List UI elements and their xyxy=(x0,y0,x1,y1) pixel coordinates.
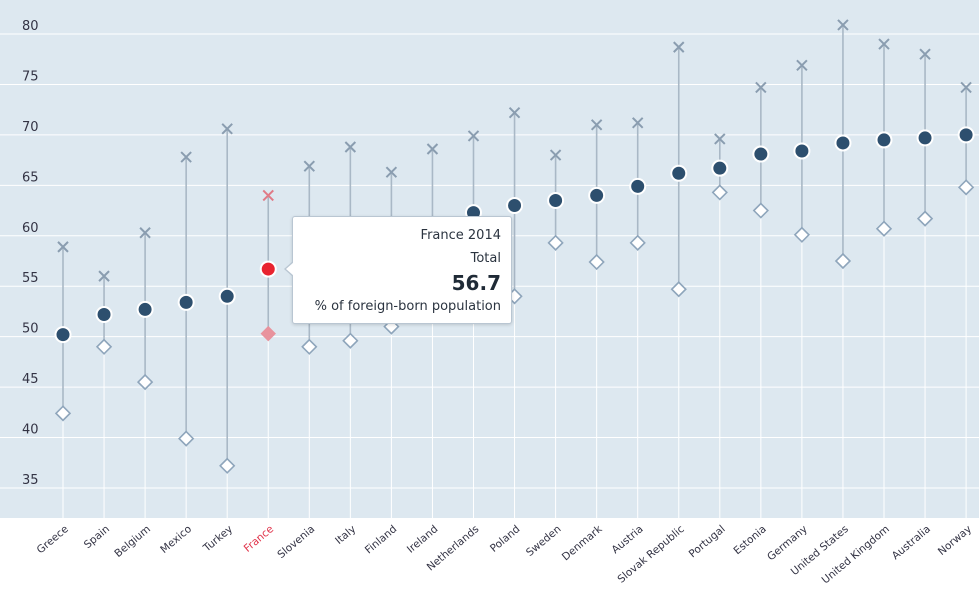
tooltip-value: 56.7 xyxy=(451,271,501,295)
total-marker-united-kingdom[interactable] xyxy=(875,131,893,149)
min-marker-norway[interactable] xyxy=(957,179,975,196)
x-tick-label-ireland: Ireland xyxy=(405,523,441,556)
y-tick-label: 80 xyxy=(22,19,39,34)
max-marker-austria[interactable] xyxy=(631,117,644,129)
total-marker-spain[interactable] xyxy=(95,305,113,323)
y-tick-label: 45 xyxy=(22,372,39,387)
tooltip: France 2014 Total 56.7 % of foreign-born… xyxy=(284,216,512,324)
min-marker-germany[interactable] xyxy=(793,226,811,243)
y-tick-label: 55 xyxy=(22,271,39,286)
y-tick-label: 60 xyxy=(22,221,39,236)
min-marker-united-kingdom[interactable] xyxy=(875,220,893,237)
x-tick-label-estonia: Estonia xyxy=(731,523,768,557)
max-marker-sweden[interactable] xyxy=(549,149,562,161)
max-marker-estonia[interactable] xyxy=(755,81,767,94)
max-marker-belgium[interactable] xyxy=(139,227,151,239)
x-tick-label-finland: Finland xyxy=(363,523,399,556)
x-tick-label-france: France xyxy=(242,523,276,555)
total-marker-denmark[interactable] xyxy=(588,186,606,204)
tooltip-unit: % of foreign-born population xyxy=(314,299,501,314)
y-tick-label: 50 xyxy=(22,322,39,337)
x-tick-label-austria: Austria xyxy=(609,523,645,556)
min-marker-italy[interactable] xyxy=(342,332,359,349)
y-axis-tick-labels: 35 40 45 50 55 60 65 70 75 80 xyxy=(22,19,39,488)
max-marker-united-states[interactable] xyxy=(837,19,849,31)
total-marker-greece[interactable] xyxy=(54,326,72,344)
x-tick-label-italy: Italy xyxy=(333,523,358,547)
total-marker-belgium[interactable] xyxy=(136,300,154,318)
total-marker-norway[interactable] xyxy=(957,126,975,144)
total-marker-australia[interactable] xyxy=(916,129,934,147)
max-marker-greece[interactable] xyxy=(57,241,69,253)
x-tick-label-greece: Greece xyxy=(35,523,71,556)
min-marker-france[interactable] xyxy=(260,325,276,342)
x-tick-label-slovenia: Slovenia xyxy=(275,523,317,561)
tooltip-title: France 2014 xyxy=(420,228,501,243)
tooltip-series-label: Total xyxy=(470,251,501,266)
max-marker-norway[interactable] xyxy=(960,81,972,94)
x-tick-label-mexico: Mexico xyxy=(158,523,194,556)
min-marker-greece[interactable] xyxy=(54,405,72,422)
min-marker-slovenia[interactable] xyxy=(301,338,318,355)
max-marker-finland[interactable] xyxy=(385,166,398,178)
total-marker-france[interactable] xyxy=(259,260,277,278)
min-marker-spain[interactable] xyxy=(95,338,113,355)
max-marker-germany[interactable] xyxy=(796,59,808,71)
max-marker-denmark[interactable] xyxy=(590,119,603,131)
y-tick-label: 65 xyxy=(22,170,39,185)
min-marker-estonia[interactable] xyxy=(752,202,769,219)
max-marker-spain[interactable] xyxy=(98,270,110,282)
max-marker-ireland[interactable] xyxy=(426,143,439,155)
max-marker-mexico[interactable] xyxy=(180,151,192,163)
total-marker-germany[interactable] xyxy=(793,142,811,160)
max-marker-united-kingdom[interactable] xyxy=(878,38,890,50)
total-marker-sweden[interactable] xyxy=(547,191,565,209)
x-tick-label-australia: Australia xyxy=(890,523,933,562)
max-marker-slovak-republic[interactable] xyxy=(673,41,685,53)
total-marker-slovak-republic[interactable] xyxy=(670,164,688,182)
x-tick-label-portugal: Portugal xyxy=(687,523,728,560)
min-marker-portugal[interactable] xyxy=(711,184,728,201)
total-marker-portugal[interactable] xyxy=(711,159,729,177)
x-tick-label-norway: Norway xyxy=(936,523,974,558)
y-tick-label: 70 xyxy=(22,120,39,135)
min-marker-turkey[interactable] xyxy=(219,457,236,474)
min-marker-belgium[interactable] xyxy=(136,373,154,391)
total-marker-united-states[interactable] xyxy=(834,134,852,152)
total-marker-austria[interactable] xyxy=(629,177,647,195)
min-marker-sweden[interactable] xyxy=(547,234,564,251)
x-tick-label-spain: Spain xyxy=(82,523,112,551)
max-marker-slovenia[interactable] xyxy=(303,160,316,172)
range-lines xyxy=(62,24,967,518)
min-marker-united-states[interactable] xyxy=(834,252,852,270)
min-marker-denmark[interactable] xyxy=(588,253,605,271)
x-tick-label-sweden: Sweden xyxy=(524,523,564,559)
y-tick-label: 35 xyxy=(22,473,39,488)
max-marker-france[interactable] xyxy=(262,189,274,202)
max-marker-portugal[interactable] xyxy=(714,133,726,145)
x-tick-label-poland: Poland xyxy=(488,523,523,555)
total-marker-poland[interactable] xyxy=(506,197,524,215)
max-marker-poland[interactable] xyxy=(508,106,521,119)
max-marker-australia[interactable] xyxy=(919,48,931,60)
total-marker-turkey[interactable] xyxy=(218,287,236,305)
max-marker-netherlands[interactable] xyxy=(467,130,480,142)
x-tick-label-belgium: Belgium xyxy=(112,523,153,560)
max-marker-italy[interactable] xyxy=(344,141,357,153)
max-marker-turkey[interactable] xyxy=(221,123,233,135)
y-tick-label: 40 xyxy=(22,423,39,438)
min-marker-mexico[interactable] xyxy=(178,430,195,447)
y-tick-label: 75 xyxy=(22,69,39,84)
x-axis-tick-labels: Greece Spain Belgium Mexico Turkey France Slov… xyxy=(35,523,974,587)
min-marker-australia[interactable] xyxy=(916,210,934,227)
x-tick-label-turkey: Turkey xyxy=(200,523,235,555)
min-marker-austria[interactable] xyxy=(629,234,646,251)
total-marker-estonia[interactable] xyxy=(752,145,770,163)
x-tick-label-denmark: Denmark xyxy=(560,523,605,564)
min-marker-slovak-republic[interactable] xyxy=(670,281,687,298)
total-marker-mexico[interactable] xyxy=(177,293,195,311)
